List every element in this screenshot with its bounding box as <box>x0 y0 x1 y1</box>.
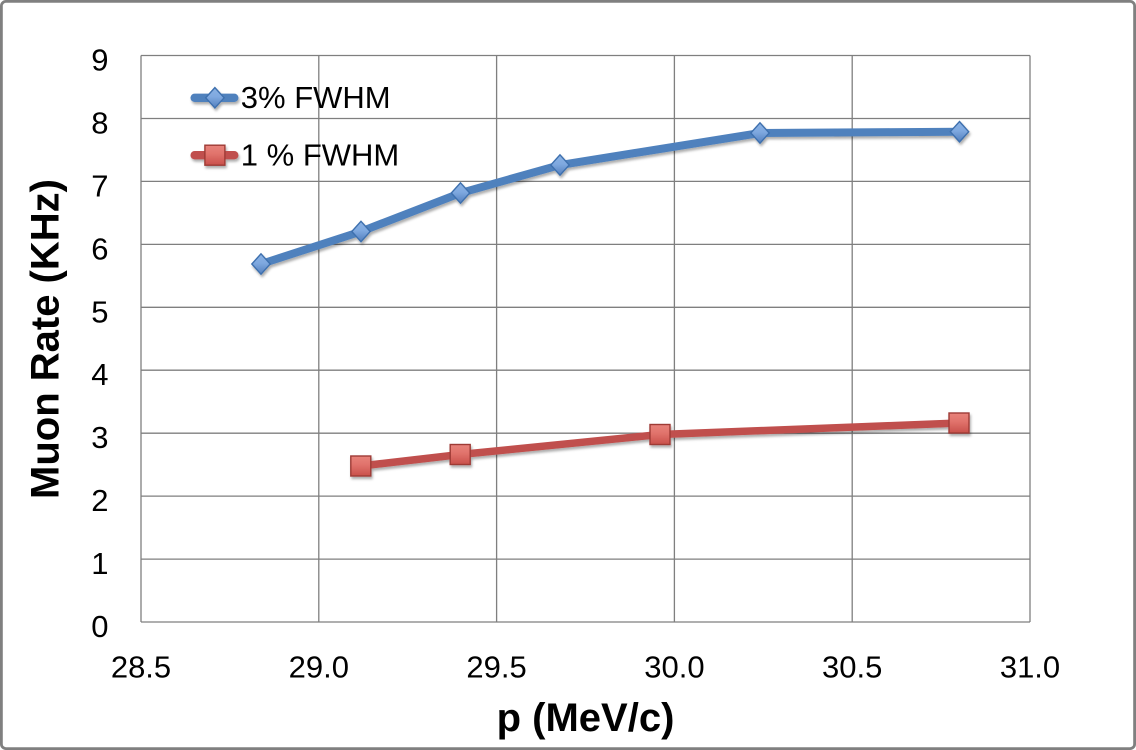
svg-text:29.5: 29.5 <box>466 649 526 684</box>
svg-text:4: 4 <box>91 357 108 392</box>
svg-text:9: 9 <box>91 43 108 78</box>
svg-text:28.5: 28.5 <box>111 649 171 684</box>
svg-text:30.0: 30.0 <box>644 649 704 684</box>
svg-text:Muon Rate (KHz): Muon Rate (KHz) <box>24 179 68 499</box>
svg-text:5: 5 <box>91 294 108 329</box>
svg-text:1: 1 <box>91 546 108 581</box>
svg-text:3: 3 <box>91 420 108 455</box>
svg-text:7: 7 <box>91 168 108 203</box>
svg-text:6: 6 <box>91 231 108 266</box>
svg-text:p (MeV/c): p (MeV/c) <box>497 696 675 740</box>
svg-text:30.5: 30.5 <box>822 649 882 684</box>
svg-text:2: 2 <box>91 483 108 518</box>
svg-text:1 % FWHM: 1 % FWHM <box>241 138 399 173</box>
svg-text:31.0: 31.0 <box>1000 649 1060 684</box>
svg-text:3% FWHM: 3% FWHM <box>241 80 391 115</box>
svg-text:0: 0 <box>91 609 108 644</box>
svg-text:29.0: 29.0 <box>289 649 349 684</box>
svg-text:8: 8 <box>91 106 108 141</box>
